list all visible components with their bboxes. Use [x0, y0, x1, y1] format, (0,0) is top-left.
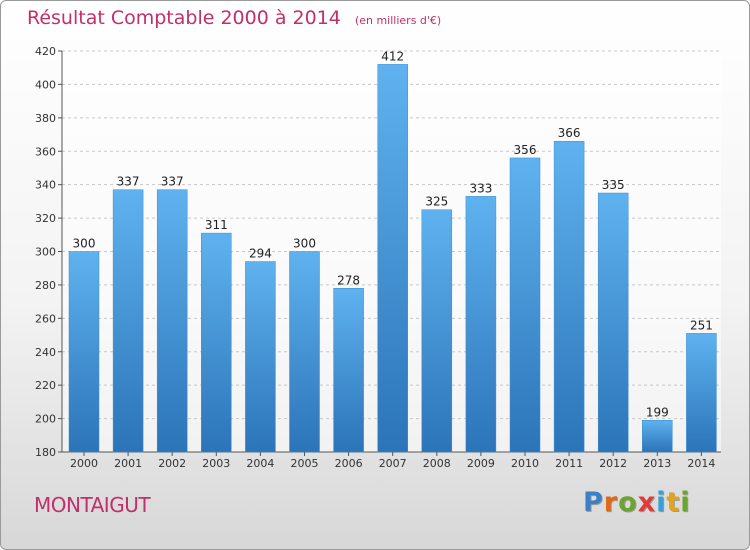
bar: [421, 209, 453, 453]
x-tick-label: 2004: [246, 457, 274, 470]
logo-letter: i: [656, 487, 667, 518]
bar: [68, 251, 100, 453]
y-tick-label: 340: [35, 179, 56, 192]
y-tick-label: 380: [35, 112, 56, 125]
y-tick-label: 220: [35, 379, 56, 392]
x-tick-label: 2006: [335, 457, 363, 470]
data-label: 335: [602, 178, 625, 192]
data-label: 337: [161, 175, 184, 189]
y-tick-label: 400: [35, 78, 56, 91]
data-label: 325: [425, 195, 448, 209]
y-tick-label: 260: [35, 312, 56, 325]
y-tick-label: 300: [35, 246, 56, 259]
bar: [289, 251, 320, 453]
y-tick-label: 280: [35, 279, 56, 292]
data-label: 311: [205, 218, 228, 232]
data-label: 333: [469, 181, 492, 195]
bar: [509, 157, 541, 453]
logo-letter: r: [603, 487, 619, 518]
data-label: 366: [558, 126, 581, 140]
x-tick-label: 2014: [687, 457, 715, 470]
y-tick-label: 180: [35, 446, 56, 459]
x-tick-label: 2008: [423, 457, 451, 470]
logo-letter: o: [618, 487, 638, 518]
y-tick-label: 360: [35, 145, 56, 158]
logo-letter: t: [666, 487, 681, 518]
bar: [201, 232, 232, 453]
x-tick-label: 2013: [643, 457, 671, 470]
town-name: MONTAIGUT: [34, 493, 151, 517]
x-tick-label: 2012: [599, 457, 627, 470]
x-tick-label: 2000: [70, 457, 98, 470]
logo-letter: i: [680, 487, 691, 518]
x-tick-label: 2003: [202, 457, 230, 470]
data-label: 300: [73, 237, 96, 251]
y-tick-label: 240: [35, 346, 56, 359]
y-tick-label: 200: [35, 413, 56, 426]
bar: [333, 288, 364, 453]
x-tick-label: 2001: [114, 457, 142, 470]
data-label: 356: [514, 143, 537, 157]
bar: [156, 189, 188, 453]
y-tick-label: 420: [35, 45, 56, 58]
chart-title: Résultat Comptable 2000 à 2014 (en milli…: [27, 7, 441, 29]
data-label: 278: [337, 273, 360, 287]
x-tick-label: 2007: [379, 457, 407, 470]
bar: [597, 192, 629, 453]
chart-title-text: Résultat Comptable 2000 à 2014: [27, 7, 341, 29]
data-label: 199: [646, 405, 669, 419]
x-tick-label: 2002: [158, 457, 186, 470]
x-tick-label: 2005: [291, 457, 319, 470]
chart-subtitle: (en milliers d'€): [354, 14, 442, 27]
proxiti-logo: Proxiti: [583, 487, 691, 518]
bar: [642, 420, 673, 453]
bar: [465, 196, 497, 453]
x-tick-label: 2010: [511, 457, 539, 470]
bar: [112, 189, 144, 453]
bar: [686, 333, 717, 453]
x-tick-label: 2009: [467, 457, 495, 470]
x-tick-label: 2011: [555, 457, 583, 470]
bar: [553, 140, 585, 453]
y-tick-label: 320: [35, 212, 56, 225]
data-label: 294: [249, 247, 272, 261]
logo-letter: P: [583, 487, 604, 518]
bar: [377, 64, 408, 453]
data-label: 412: [381, 49, 404, 63]
data-label: 337: [117, 175, 140, 189]
logo-letter: x: [637, 487, 657, 518]
data-label: 251: [690, 318, 713, 332]
data-label: 300: [293, 237, 316, 251]
bar: [245, 261, 276, 453]
